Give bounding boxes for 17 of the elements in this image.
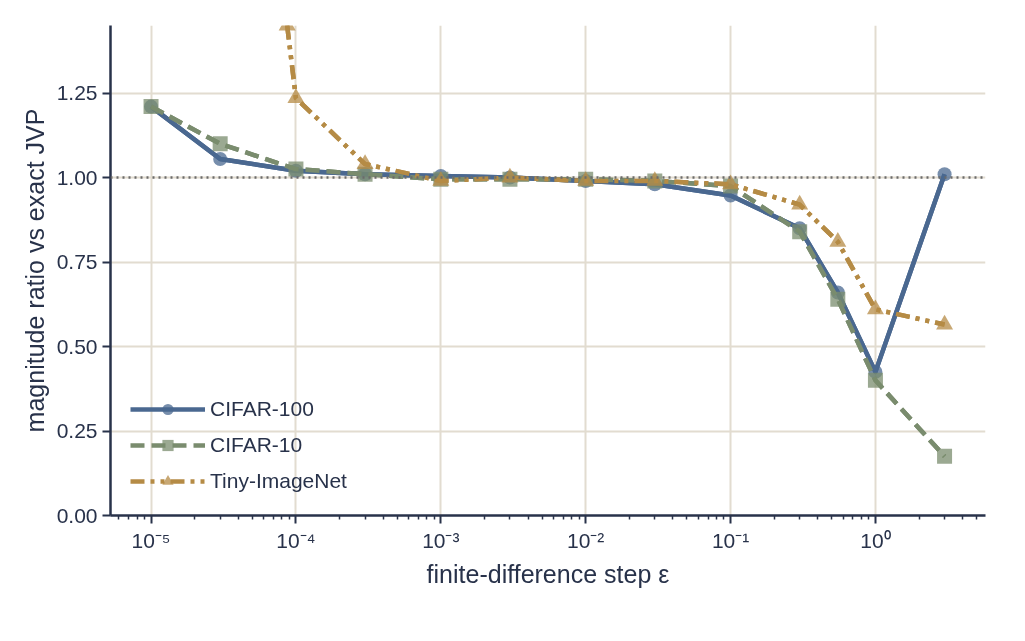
x-tick-label: 10⁻³ xyxy=(422,528,460,552)
y-axis-title: magnitude ratio vs exact JVP xyxy=(20,108,49,433)
x-tick-label: 10⁻⁵ xyxy=(131,528,171,552)
legend-label: Tiny-ImageNet xyxy=(210,469,347,493)
legend-label: CIFAR-10 xyxy=(210,433,303,457)
y-tick-label: 0.75 xyxy=(56,250,98,274)
x-tick-label: 10⁻¹ xyxy=(711,528,750,552)
y-tick-label: 1.25 xyxy=(56,81,98,105)
x-tick-label: 10⁻⁴ xyxy=(276,528,316,552)
x-tick-label: 10⁰ xyxy=(860,528,891,552)
y-tick-label: 0.25 xyxy=(56,419,98,443)
x-axis-title: finite-difference step ε xyxy=(426,559,670,588)
y-tick-label: 1.00 xyxy=(56,165,98,189)
y-tick-label: 0.50 xyxy=(56,334,98,358)
x-tick-label: 10⁻² xyxy=(567,528,605,552)
y-tick-label: 0.00 xyxy=(56,503,98,527)
legend-label: CIFAR-100 xyxy=(210,397,314,421)
